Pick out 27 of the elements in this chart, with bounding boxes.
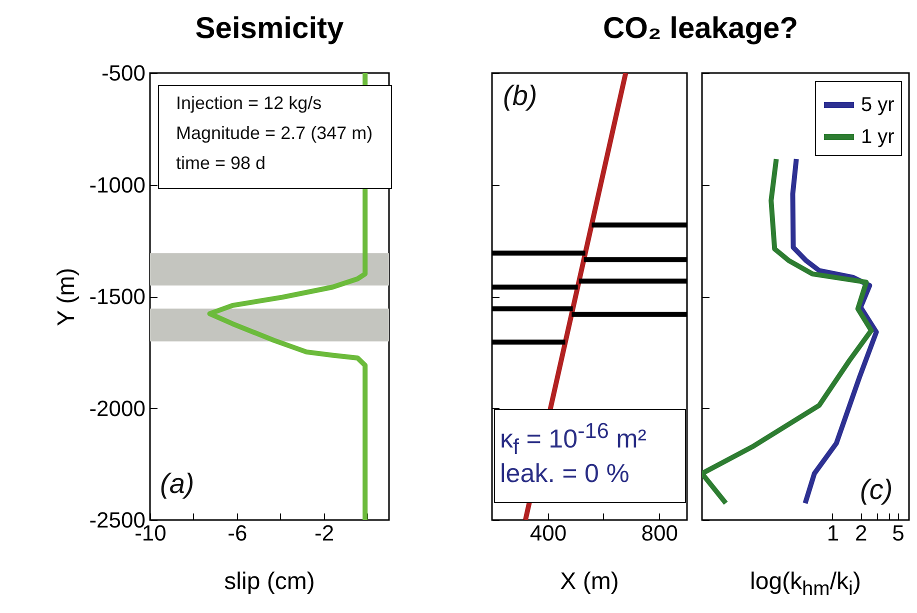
y-tick-label: -1500 (89, 284, 146, 309)
annotation: time = 98 d (176, 153, 266, 174)
x-tick-label: -6 (228, 520, 248, 546)
y-tick-label: -2000 (89, 396, 146, 421)
annotation: leak. = 0 % (500, 458, 630, 489)
x-tick-label: 1 (826, 520, 840, 546)
annotation: (c) (860, 474, 893, 506)
x-axis-title: slip (cm) (223, 568, 316, 596)
annotation: κ$_{f}$ = 10$^{-16}$ m² (500, 418, 646, 460)
annotation: (a) (160, 468, 194, 500)
x-tick-label: 5 (892, 520, 904, 546)
chart-title: CO₂ leakage? (602, 12, 800, 46)
legend-label: 1 yr (861, 126, 895, 148)
x-axis-title: X (m) (559, 568, 620, 596)
y-axis-title: Y (m) (53, 268, 80, 326)
legend-label: 5 yr (861, 94, 895, 116)
y-tick-label: -500 (101, 60, 146, 86)
x-tick-label: 800 (641, 520, 678, 546)
x-axis-title: log(k$_{hm}$/k$_{i}$) (749, 568, 862, 601)
x-tick-label: -2 (314, 520, 334, 546)
annotation: (b) (503, 80, 538, 112)
x-tick-label: 400 (530, 520, 567, 546)
x-tick-label: 2 (854, 520, 868, 546)
chart-title: Seismicity (194, 12, 345, 46)
y-tick-label: -1000 (89, 172, 146, 198)
annotation: Magnitude = 2.7 (347 m) (176, 123, 373, 144)
annotation: Injection = 12 kg/s (176, 93, 322, 114)
